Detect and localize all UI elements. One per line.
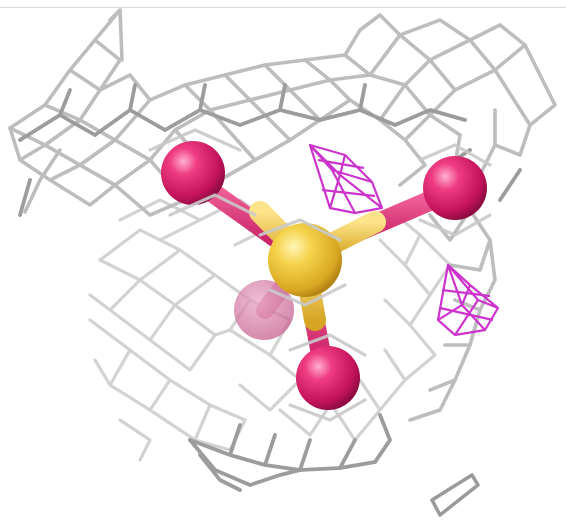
sulfur-atom: [268, 223, 342, 297]
density-mesh-front: [18, 83, 522, 492]
sulfate-atoms: [161, 141, 487, 410]
difference-density-cage-right: [436, 263, 500, 337]
oxygen-atom-upper-left: [161, 141, 225, 205]
difference-density-cage-upper: [308, 143, 384, 215]
oxygen-atom-right: [423, 156, 487, 220]
top-divider-line: [0, 7, 566, 8]
density-mesh-mid: [8, 8, 557, 422]
density-mesh-fragment: [430, 473, 480, 517]
density-mesh-overlay: [148, 128, 492, 422]
oxygen-atom-bottom: [296, 346, 360, 410]
